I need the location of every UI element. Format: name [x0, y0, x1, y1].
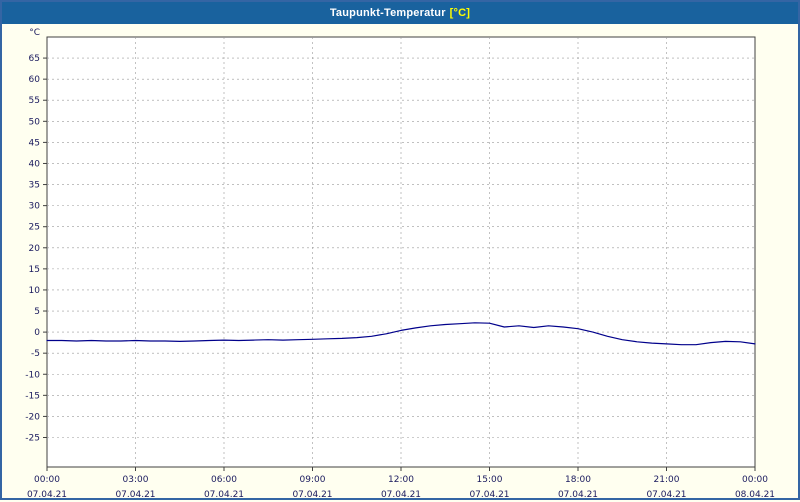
x-tick-time-label: 15:00 — [477, 475, 503, 485]
x-tick-date-label: 07.04.21 — [292, 490, 332, 498]
x-tick-date-label: 07.04.21 — [469, 490, 509, 498]
x-tick-time-label: 12:00 — [388, 475, 414, 485]
y-tick-label: 60 — [29, 75, 41, 85]
x-tick-date-label: 07.04.21 — [558, 490, 598, 498]
y-tick-label: 5 — [34, 307, 40, 317]
y-tick-label: 25 — [29, 223, 40, 233]
y-tick-label: 35 — [29, 181, 40, 191]
x-tick-date-label: 08.04.21 — [735, 490, 775, 498]
y-tick-label: 10 — [29, 286, 41, 296]
y-tick-label: -20 — [25, 412, 40, 422]
x-tick-date-label: 07.04.21 — [115, 490, 155, 498]
x-tick-date-label: 07.04.21 — [204, 490, 244, 498]
y-axis-unit-label: °C — [29, 28, 40, 38]
y-tick-label: 0 — [34, 328, 40, 338]
y-tick-label: 65 — [29, 54, 40, 64]
dewpoint-series-line — [46, 322, 756, 346]
x-tick-date-label: 07.04.21 — [381, 490, 421, 498]
y-tick-label: -5 — [31, 349, 40, 359]
x-tick-time-label: 21:00 — [654, 475, 680, 485]
y-tick-label: 55 — [29, 96, 40, 106]
dewpoint-line-chart: -25 -20 -15 -10 -5 0 5 10 15 20 25 30 35 40 45 50 55 60 65… — [25, 28, 775, 500]
y-tick-label: 15 — [29, 265, 40, 275]
y-tick-label: -25 — [25, 433, 40, 443]
x-tick-time-label: 00:00 — [34, 475, 60, 485]
x-tick-time-label: 18:00 — [565, 475, 591, 485]
y-tick-label: -15 — [25, 391, 40, 401]
x-tick-date-label: 07.04.21 — [27, 490, 67, 498]
x-tick-date-label: 07.04.21 — [646, 490, 686, 498]
x-tick-time-label: 09:00 — [300, 475, 326, 485]
y-tick-label: 40 — [29, 159, 41, 169]
y-tick-label: 45 — [29, 138, 40, 148]
y-tick-label: -10 — [25, 370, 40, 380]
x-tick-time-label: 06:00 — [211, 475, 237, 485]
x-tick-time-label: 00:00 — [742, 475, 768, 485]
chart-title: Taupunkt-Temperatur — [329, 7, 446, 19]
y-tick-label: 20 — [29, 244, 41, 254]
y-tick-label: 50 — [29, 117, 41, 127]
x-tick-time-label: 03:00 — [123, 475, 149, 485]
y-tick-label: 30 — [29, 202, 41, 212]
chart-title-unit: [°C] — [449, 7, 471, 19]
chart-title-bar: Taupunkt-Temperatur [°C] — [2, 2, 798, 24]
chart-area: -25 -20 -15 -10 -5 0 5 10 15 20 25 30 35 40 45 50 55 60 65… — [2, 24, 798, 500]
